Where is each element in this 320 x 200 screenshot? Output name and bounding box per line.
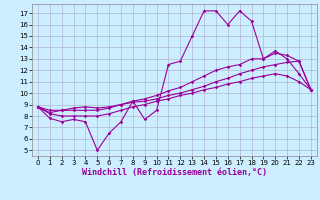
X-axis label: Windchill (Refroidissement éolien,°C): Windchill (Refroidissement éolien,°C) (82, 168, 267, 177)
